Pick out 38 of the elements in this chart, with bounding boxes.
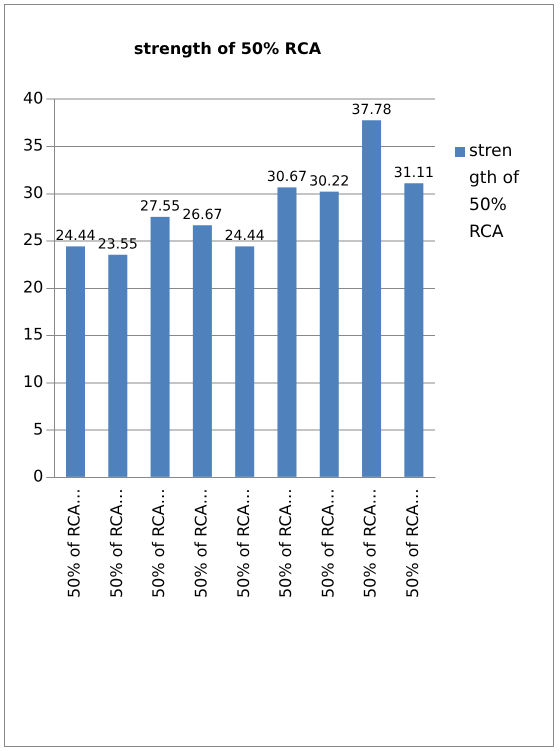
legend-label: strength of 50% RCA — [469, 140, 520, 244]
bar — [277, 187, 296, 477]
y-tick-label: 40 — [23, 88, 44, 108]
data-label: 30.22 — [309, 173, 350, 190]
bar — [362, 120, 382, 477]
bar — [235, 246, 254, 477]
y-tick-label: 35 — [23, 136, 44, 155]
y-tick-label: 20 — [23, 277, 44, 296]
x-tick-label: 50% of RCA… — [64, 488, 84, 598]
x-tick-label: 50% of RCA… — [234, 488, 253, 598]
data-label: 27.55 — [140, 198, 180, 215]
x-tick-label: 50% of RCA… — [276, 488, 296, 598]
chart-title: strength of 50% RCA — [134, 38, 322, 58]
data-label: 30.67 — [266, 169, 308, 186]
y-tick-label: 30 — [23, 182, 44, 202]
bar — [404, 183, 424, 477]
x-tick-label: 50% of RCA… — [192, 488, 211, 598]
y-tick-label: 10 — [23, 372, 44, 392]
data-label: 31.11 — [394, 164, 434, 181]
x-tick-label: 50% of RCA… — [318, 488, 338, 598]
data-label: 24.44 — [55, 228, 96, 244]
y-tick-label: 15 — [23, 324, 44, 344]
bar — [150, 216, 170, 477]
y-tick-label: 25 — [23, 230, 44, 250]
x-tick-label: 50% of RCA… — [106, 488, 126, 598]
data-label: 24.44 — [224, 228, 265, 244]
bar — [66, 246, 86, 477]
bar — [320, 192, 339, 477]
x-tick-label: 50% of RCA… — [360, 488, 380, 598]
y-tick-label: 0 — [33, 466, 44, 486]
y-tick-label: 5 — [33, 419, 44, 438]
data-label: 26.67 — [182, 206, 222, 223]
x-tick-label: 50% of RCA… — [403, 488, 422, 598]
bar — [192, 225, 212, 477]
data-label: 37.78 — [352, 102, 392, 118]
bar — [108, 254, 128, 477]
data-label: 23.55 — [98, 236, 138, 252]
x-tick-label: 50% of RCA… — [149, 488, 168, 598]
